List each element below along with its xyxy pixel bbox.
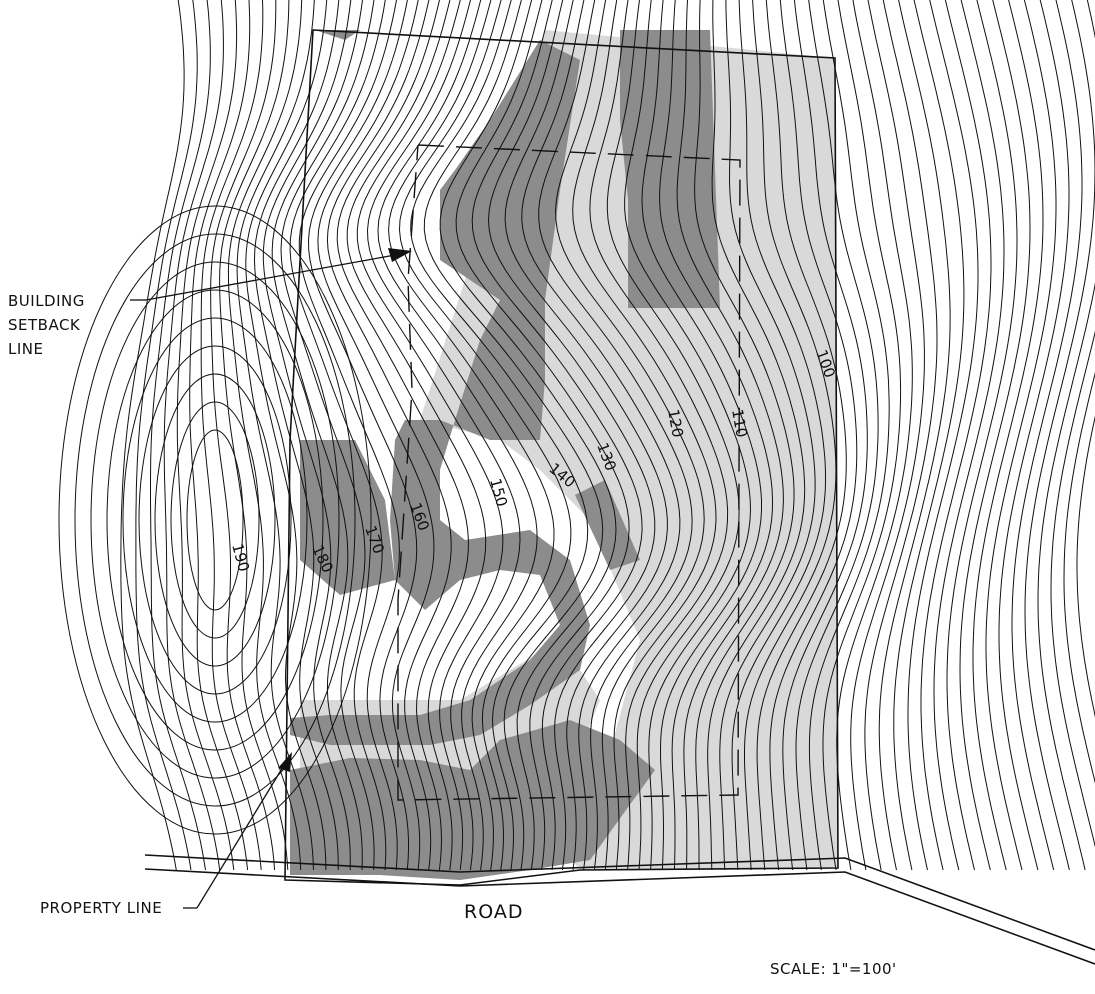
contour-line xyxy=(1076,415,1095,718)
contour-lines xyxy=(58,0,1095,871)
contour-line xyxy=(200,0,264,871)
contour-line xyxy=(836,0,913,871)
contour-line xyxy=(210,0,277,871)
contour-line xyxy=(850,0,925,871)
contour-line xyxy=(782,0,868,871)
contour-line xyxy=(262,0,352,871)
callout-building-label-2: SETBACK xyxy=(8,316,81,334)
contour-line xyxy=(893,0,965,871)
contour-line xyxy=(659,0,774,871)
contour-line xyxy=(589,0,729,871)
contour-line xyxy=(1050,330,1095,848)
contour-loop xyxy=(122,317,308,723)
contour-loop xyxy=(58,205,372,835)
contour-line xyxy=(245,0,328,871)
contour-line xyxy=(756,0,847,871)
contour-line xyxy=(985,0,1057,871)
contour-line xyxy=(920,0,992,871)
contour-line xyxy=(878,0,951,871)
contour-line xyxy=(176,0,238,871)
contour-loop xyxy=(138,345,292,695)
contour-loop xyxy=(106,289,324,751)
contour-line xyxy=(521,0,681,871)
contour-line xyxy=(555,0,705,871)
contour-line xyxy=(163,0,224,871)
contour-line xyxy=(298,0,400,871)
contour-line xyxy=(744,0,837,871)
contour-line xyxy=(1063,371,1095,784)
contour-line xyxy=(236,0,315,871)
callout-building-label-3: LINE xyxy=(8,340,43,358)
contour-line xyxy=(280,0,375,871)
contour-line xyxy=(219,0,290,871)
contour-line xyxy=(538,0,693,871)
contour-line xyxy=(972,0,1044,871)
contour-line xyxy=(907,0,979,871)
property-line-label: PROPERTY LINE xyxy=(40,899,162,917)
contour-label-150: 150 xyxy=(486,476,511,508)
contour-line xyxy=(959,0,1031,871)
contour-line xyxy=(933,0,1005,871)
contour-line xyxy=(606,0,740,871)
contour-line xyxy=(864,0,938,871)
contour-line xyxy=(253,0,340,870)
contour-label-110: 110 xyxy=(728,408,751,439)
contour-line xyxy=(289,0,387,871)
road xyxy=(144,854,1095,965)
contour-line xyxy=(423,0,604,871)
contour-line xyxy=(410,0,589,871)
contour-line xyxy=(307,0,418,871)
contour-line xyxy=(487,0,656,871)
building-setback-line xyxy=(397,144,741,801)
contour-line xyxy=(326,0,452,871)
road-label: ROAD xyxy=(464,901,523,923)
contour-line xyxy=(504,0,668,871)
contour-line xyxy=(795,0,879,871)
contour-line xyxy=(769,0,858,871)
contour-line xyxy=(271,0,363,871)
contour-loop xyxy=(90,261,340,779)
contour-line xyxy=(317,0,435,871)
contour-line xyxy=(1037,0,1095,871)
callout-property-line: PROPERTY LINE xyxy=(40,752,292,917)
callout-building-label-1: BUILDING xyxy=(8,292,85,310)
slope-shading-dark xyxy=(290,30,720,880)
contour-label-190: 190 xyxy=(228,541,253,573)
contour-line xyxy=(808,0,890,871)
contour-line xyxy=(719,0,816,871)
contour-loop xyxy=(154,373,276,667)
contour-loop xyxy=(186,429,244,611)
contour-line xyxy=(572,0,717,871)
contour-line xyxy=(624,0,752,871)
contour-line xyxy=(471,0,643,871)
contour-line xyxy=(346,0,487,871)
contour-line xyxy=(398,0,572,871)
contour-line xyxy=(455,0,630,871)
property-line-boundary xyxy=(284,29,839,886)
contour-line xyxy=(1024,0,1095,871)
contour-line xyxy=(439,0,617,871)
contour-line xyxy=(998,0,1070,871)
contour-line xyxy=(356,0,504,871)
contour-label-120: 120 xyxy=(664,408,687,439)
contour-loop xyxy=(170,401,260,639)
contour-line xyxy=(707,0,806,871)
scale-label: SCALE: 1"=100' xyxy=(770,960,897,978)
contour-line xyxy=(366,0,521,871)
contour-line xyxy=(1011,0,1083,871)
contour-loop xyxy=(74,233,356,807)
contour-line xyxy=(731,0,827,871)
contour-line xyxy=(135,0,198,871)
contour-line xyxy=(120,0,185,871)
contour-line xyxy=(676,0,784,871)
contour-line xyxy=(694,0,795,871)
contour-line xyxy=(822,0,902,871)
contour-line xyxy=(336,0,469,871)
contour-line xyxy=(189,0,251,871)
callout-building-setback: BUILDING SETBACK LINE xyxy=(8,248,412,358)
contour-line xyxy=(946,0,1018,871)
contour-line xyxy=(641,0,762,871)
